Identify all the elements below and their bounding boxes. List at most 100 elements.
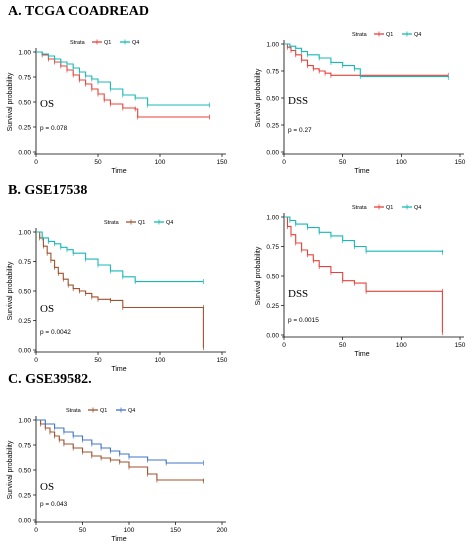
endpoint-label: DSS: [288, 95, 308, 107]
y-tick-label: 0.50: [266, 96, 279, 103]
p-value-label: p = 0.27: [288, 127, 312, 134]
y-tick-label: 0.50: [266, 274, 279, 281]
x-tick-label: 0: [34, 159, 38, 166]
x-tick-label: 0: [34, 357, 38, 364]
km-plot-b-os: 0.00 0.25 0.50 0.75 1.00 0 50 100 150 Time Surviva…: [7, 219, 228, 373]
legend: Strata Q1 Q4: [104, 219, 173, 226]
y-tick-label: 1.00: [266, 215, 279, 222]
y-axis-label: Survival probability: [255, 68, 262, 127]
legend: Strata Q1 Q4: [352, 31, 421, 38]
legend-label: Q1: [138, 220, 145, 226]
legend-title: Strata: [352, 205, 368, 211]
p-value-label: p = 0.043: [40, 501, 68, 508]
legend-label: Q1: [386, 32, 393, 38]
y-tick-label: 0.00: [18, 518, 31, 525]
y-axis-label: Survival probability: [255, 246, 262, 305]
km-plot-b-dss: 0.00 0.25 0.50 0.75 1.00 0 50 100 150 Time Surviva…: [255, 204, 466, 358]
section-title-b: B. GSE17538: [8, 183, 88, 198]
y-tick-label: 0.75: [266, 69, 279, 76]
section-title-a: A. TCGA COADREAD: [8, 4, 149, 19]
legend-label: Q4: [414, 205, 421, 211]
y-tick-label: 0.50: [18, 468, 31, 475]
x-tick-label: 100: [124, 527, 135, 534]
x-tick-label: 150: [217, 159, 228, 166]
p-value-label: p = 0.0042: [40, 329, 71, 336]
endpoint-label: OS: [40, 98, 54, 110]
y-tick-label: 0.00: [266, 150, 279, 157]
legend-label: Q4: [128, 408, 135, 414]
km-curve-q4: [284, 43, 449, 78]
x-tick-label: 50: [94, 159, 102, 166]
endpoint-label: OS: [40, 303, 54, 315]
legend-label: Q4: [132, 40, 139, 46]
y-tick-label: 0.25: [266, 123, 279, 130]
x-axis-label: Time: [111, 536, 126, 543]
y-tick-label: 0.75: [266, 244, 279, 251]
y-axis-label: Survival probability: [7, 440, 14, 499]
x-tick-label: 100: [155, 159, 166, 166]
km-plot-a-dss: 0.00 0.25 0.50 0.75 1.00 0 50 100 150 Time Surviva…: [255, 31, 466, 175]
x-axis-label: Time: [354, 351, 369, 358]
legend-label: Q1: [386, 205, 393, 211]
y-axis-label: Survival probability: [7, 261, 14, 320]
legend: Strata Q1 Q4: [66, 407, 135, 414]
legend-label: Q1: [100, 408, 107, 414]
y-tick-label: 1.00: [18, 230, 31, 237]
legend-title: Strata: [104, 220, 120, 226]
legend-title: Strata: [70, 40, 86, 46]
x-tick-label: 100: [396, 159, 407, 166]
x-tick-label: 100: [396, 342, 407, 349]
y-tick-label: 0.50: [18, 100, 31, 107]
legend: Strata Q1 Q4: [352, 204, 421, 211]
endpoint-label: DSS: [288, 288, 308, 300]
y-tick-label: 0.75: [18, 75, 31, 82]
y-tick-label: 0.00: [18, 348, 31, 355]
km-curve-q4: [36, 51, 210, 106]
km-curve-q4: [284, 216, 443, 253]
y-tick-label: 0.75: [18, 443, 31, 450]
km-curve-q1: [284, 216, 443, 333]
legend-label: Q4: [414, 32, 421, 38]
x-axis-label: Time: [354, 168, 369, 175]
x-tick-label: 150: [170, 527, 181, 534]
y-tick-label: 0.25: [18, 318, 31, 325]
km-plot-c-os: 0.00 0.25 0.50 0.75 1.00 0 50 100 150 200 Time Surv…: [7, 407, 228, 543]
x-tick-label: 0: [34, 527, 38, 534]
legend-title: Strata: [352, 32, 368, 38]
x-tick-label: 0: [282, 159, 286, 166]
legend-title: Strata: [66, 408, 82, 414]
y-tick-label: 0.75: [18, 259, 31, 266]
x-tick-label: 150: [455, 159, 466, 166]
section-title-c: C. GSE39582.: [8, 372, 92, 387]
legend: Strata Q1 Q4: [70, 39, 139, 46]
p-value-label: p = 0.078: [40, 125, 68, 132]
x-tick-label: 50: [79, 527, 87, 534]
km-curve-q4: [36, 231, 204, 283]
x-tick-label: 50: [94, 357, 102, 364]
y-tick-label: 0.25: [266, 303, 279, 310]
x-tick-label: 150: [217, 357, 228, 364]
x-axis-label: Time: [111, 168, 126, 175]
y-tick-label: 1.00: [18, 50, 31, 57]
km-curve-q1: [284, 43, 449, 76]
y-tick-label: 0.00: [18, 150, 31, 157]
y-tick-label: 0.25: [18, 493, 31, 500]
legend-label: Q1: [104, 40, 111, 46]
legend-label: Q4: [166, 220, 173, 226]
y-tick-label: 1.00: [18, 418, 31, 425]
x-tick-label: 200: [217, 527, 228, 534]
y-tick-label: 0.25: [18, 125, 31, 132]
x-tick-label: 0: [282, 342, 286, 349]
p-value-label: p = 0.0015: [288, 317, 319, 324]
y-tick-label: 1.00: [266, 42, 279, 49]
y-tick-label: 0.00: [266, 333, 279, 340]
km-curve-q4: [36, 419, 204, 464]
y-tick-label: 0.50: [18, 289, 31, 296]
x-tick-label: 100: [155, 357, 166, 364]
km-plot-a-os: 0.00 0.25 0.50 0.75 1.00 0 50 100 150 Time Surviva…: [7, 39, 228, 175]
x-tick-label: 150: [455, 342, 466, 349]
y-axis-label: Survival probability: [7, 72, 14, 131]
x-axis-label: Time: [111, 366, 126, 373]
x-tick-label: 50: [339, 342, 347, 349]
x-tick-label: 50: [339, 159, 347, 166]
